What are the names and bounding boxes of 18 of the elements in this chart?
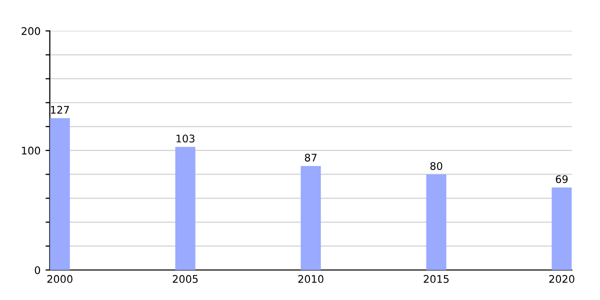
bar (552, 188, 572, 270)
bar (50, 118, 70, 270)
data-label: 69 (556, 175, 568, 184)
x-tick-label: 2000 (47, 275, 72, 283)
x-tick-label: 2010 (298, 275, 324, 283)
bar (300, 166, 321, 270)
data-label: 127 (51, 106, 69, 114)
data-label: 80 (430, 162, 442, 170)
x-tick-label: 2005 (172, 275, 198, 283)
data-label: 87 (304, 154, 317, 162)
y-tick-label: 100 (22, 146, 40, 155)
bar (175, 146, 196, 270)
x-tick-label: 2015 (424, 275, 449, 283)
bar (426, 174, 446, 270)
y-tick-label: 200 (22, 27, 40, 36)
x-tick-label: 2020 (549, 275, 574, 283)
y-tick-label: 0 (34, 266, 40, 274)
data-label: 103 (176, 134, 194, 142)
